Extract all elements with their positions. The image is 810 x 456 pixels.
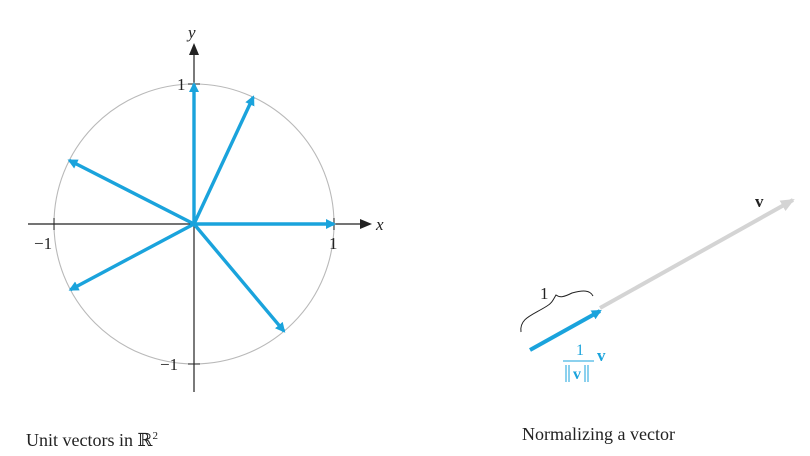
x-axis-label: x — [375, 215, 384, 234]
vector-v — [599, 198, 795, 310]
length-brace — [520, 290, 594, 333]
caption-exponent: 2 — [152, 430, 158, 442]
tick-label-neg-y: −1 — [160, 355, 178, 374]
unit-label-vector: v — [597, 346, 606, 365]
unit-vector-4 — [68, 222, 195, 292]
unit-vector-3 — [67, 158, 195, 226]
tick-label-pos-x: 1 — [329, 234, 338, 253]
unit-vectors — [67, 82, 336, 333]
caption-text: Unit vectors in — [26, 430, 138, 450]
unit-circle-panel: x y 1 −1 1 −1 — [28, 23, 384, 392]
vector-v-label: v — [755, 192, 764, 211]
caption-space-symbol: ℝ — [137, 430, 153, 451]
unit-fraction-numerator: 1 — [576, 342, 584, 359]
y-axis-label: y — [186, 23, 196, 42]
unit-vector-5 — [192, 222, 286, 333]
unit-vector-1 — [192, 95, 255, 225]
unit-vector — [529, 309, 602, 352]
brace-label: 1 — [540, 284, 549, 303]
unit-fraction-denominator: v — [573, 366, 581, 383]
unit-vector-label: 1 v v — [563, 342, 606, 383]
caption-unit-vectors: Unit vectors in ℝ2 — [26, 430, 158, 451]
normalize-panel: v 1 1 v v — [520, 192, 795, 383]
tick-label-pos-y: 1 — [177, 75, 186, 94]
tick-label-neg-x: −1 — [34, 234, 52, 253]
caption-normalizing: Normalizing a vector — [522, 424, 675, 444]
